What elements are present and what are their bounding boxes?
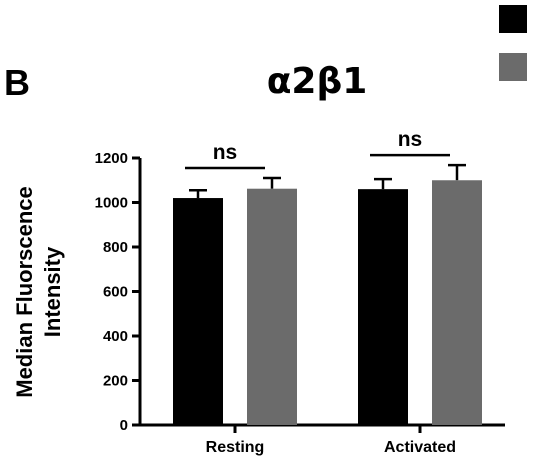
axes: 0 200 400 600 800 1000 1200 Resting Activated xyxy=(95,150,505,456)
bar xyxy=(432,180,482,425)
y-tick-label: 800 xyxy=(103,239,128,256)
y-tick-label: 1000 xyxy=(95,195,128,212)
bars xyxy=(173,163,482,425)
y-tick-label: 0 xyxy=(120,417,128,434)
legend-swatch-series-2 xyxy=(499,53,527,81)
y-tick-label: 600 xyxy=(103,284,128,301)
significance-annotations: ns ns xyxy=(185,128,450,170)
x-tick-label: Resting xyxy=(206,439,265,456)
panel-label: B xyxy=(4,62,30,103)
legend xyxy=(499,5,527,81)
y-axis-label-line-1: Median Fluorscence xyxy=(12,186,37,398)
legend-swatch-series-1 xyxy=(499,5,527,33)
x-tick-label: Activated xyxy=(384,439,456,456)
bar xyxy=(173,198,223,425)
y-axis-label-line-2: Intensity xyxy=(40,246,65,337)
y-axis-label: Median Fluorscence Intensity xyxy=(12,186,65,398)
chart-title: α2β1 xyxy=(267,61,368,102)
significance-label: ns xyxy=(398,128,423,151)
y-tick-label: 200 xyxy=(103,373,128,390)
y-tick-label: 400 xyxy=(103,328,128,345)
y-tick-label: 1200 xyxy=(95,150,128,167)
bar xyxy=(247,188,297,425)
bar xyxy=(358,189,408,425)
significance-label: ns xyxy=(213,141,238,164)
